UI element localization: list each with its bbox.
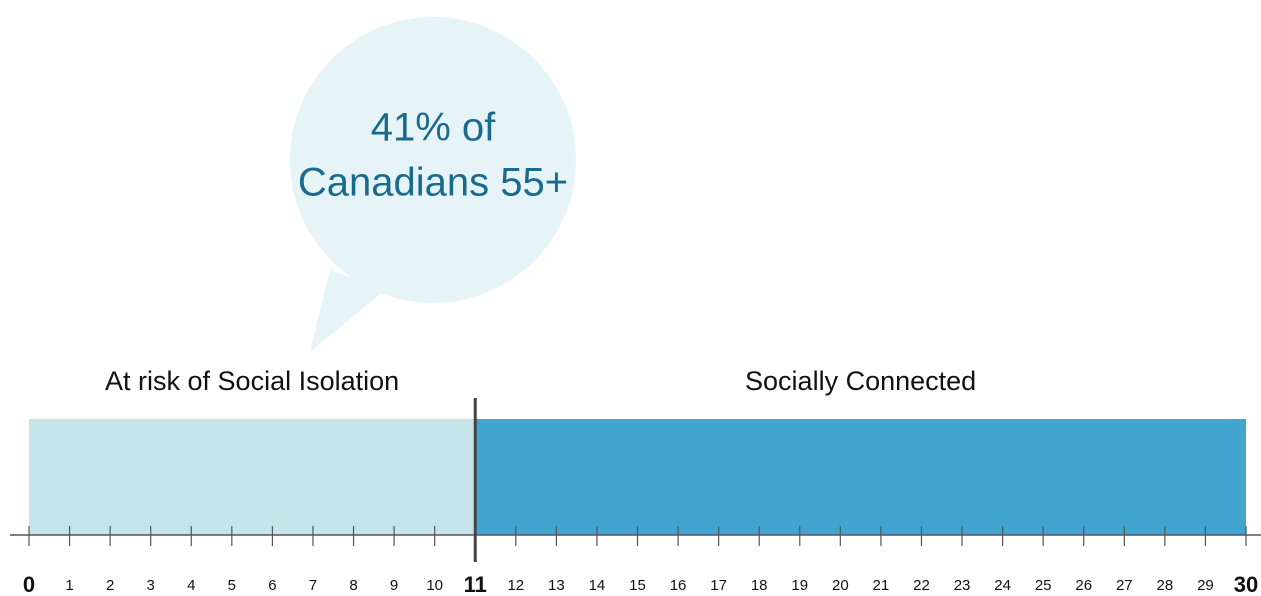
callout-line: 41% of xyxy=(371,106,496,150)
x-tick-label: 21 xyxy=(873,577,890,594)
x-tick-label: 15 xyxy=(629,577,646,594)
x-tick-label: 30 xyxy=(1234,572,1258,596)
x-tick-label: 3 xyxy=(147,577,155,594)
x-tick-label: 13 xyxy=(548,577,565,594)
x-tick-label: 26 xyxy=(1075,577,1092,594)
x-tick-label: 23 xyxy=(954,577,971,594)
x-tick-label: 4 xyxy=(187,577,195,594)
x-tick-label: 11 xyxy=(464,572,487,596)
segment-label: Socially Connected xyxy=(745,366,976,396)
x-tick-label: 7 xyxy=(309,577,317,594)
x-tick-label: 0 xyxy=(23,572,35,596)
x-tick-label: 9 xyxy=(390,577,398,594)
segment xyxy=(475,419,1246,535)
x-tick-label: 12 xyxy=(507,577,524,594)
x-tick-label: 20 xyxy=(832,577,849,594)
x-tick-label: 24 xyxy=(994,577,1011,594)
x-tick-label: 8 xyxy=(349,577,357,594)
x-tick-label: 16 xyxy=(670,577,687,594)
callout-line: Canadians 55+ xyxy=(298,161,568,205)
x-tick-label: 2 xyxy=(106,577,114,594)
x-tick-label: 17 xyxy=(710,577,727,594)
segment xyxy=(29,419,476,535)
x-tick-label: 27 xyxy=(1116,577,1133,594)
x-tick-label: 22 xyxy=(913,577,930,594)
x-tick-label: 10 xyxy=(426,577,443,594)
x-tick-label: 25 xyxy=(1035,577,1052,594)
bubble-tail xyxy=(310,270,385,352)
x-tick-label: 18 xyxy=(751,577,768,594)
x-tick-label: 14 xyxy=(589,577,606,594)
bubble xyxy=(290,17,576,303)
x-tick-label: 28 xyxy=(1157,577,1174,594)
x-tick-label: 1 xyxy=(65,577,73,594)
callout-bubble xyxy=(290,17,576,352)
segment-label: At risk of Social Isolation xyxy=(105,366,399,396)
x-tick-label: 29 xyxy=(1197,577,1214,594)
x-tick-label: 5 xyxy=(228,577,236,594)
x-tick-label: 19 xyxy=(791,577,808,594)
x-tick-label: 6 xyxy=(268,577,276,594)
